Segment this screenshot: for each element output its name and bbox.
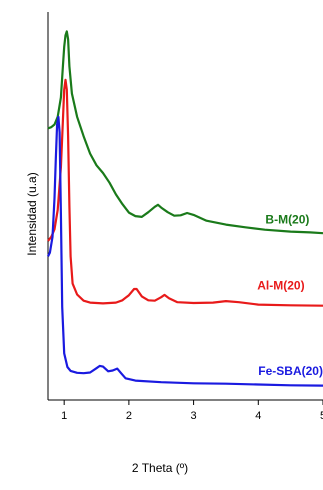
series-line-b-m-20 (47, 30, 323, 235)
x-axis-label: 2 Theta (º) (132, 461, 188, 475)
series-label-fe-sba-20: Fe-SBA(20) (258, 364, 323, 378)
series-line-al-m-20 (47, 78, 323, 307)
series-labels: B-M(20) Al-M(20) Fe-SBA(20) (257, 212, 323, 377)
series-label-al-m-20: Al-M(20) (257, 278, 304, 292)
x-tick-label: 3 (191, 410, 197, 422)
series-line-fe-sba-20 (47, 115, 323, 387)
y-axis-label: Intensidad (u.a) (25, 172, 39, 255)
x-tick-label: 1 (61, 410, 67, 422)
series-lines (47, 30, 323, 387)
series-label-b-m-20: B-M(20) (265, 212, 309, 226)
x-tick-label: 5 (320, 410, 323, 422)
axes: 1 2 3 4 5 (47, 12, 323, 422)
x-tick-label: 2 (126, 410, 132, 422)
x-tick-label: 4 (255, 410, 261, 422)
